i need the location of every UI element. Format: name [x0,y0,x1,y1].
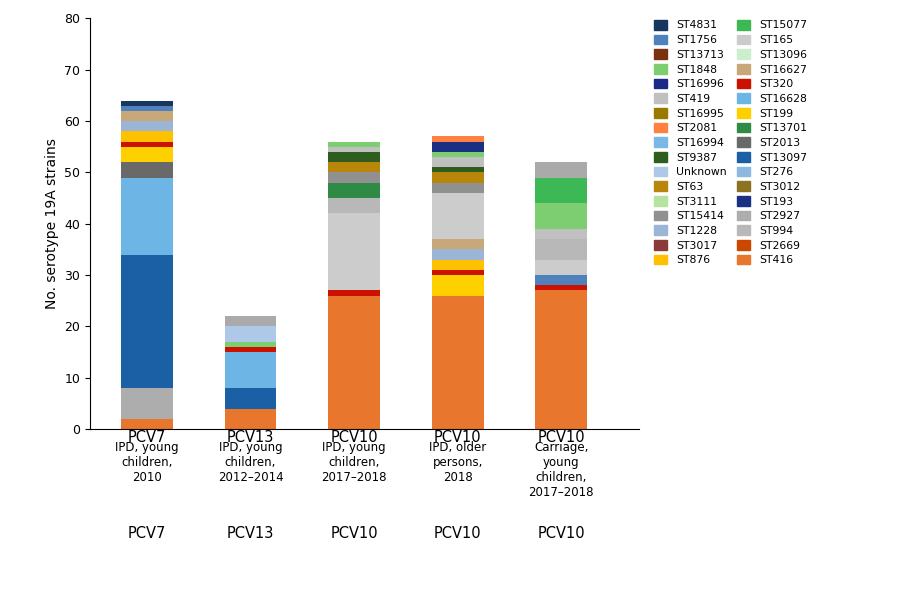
Bar [225,388,276,408]
Bar [122,419,173,429]
Text: PCV13: PCV13 [227,430,274,446]
Bar [432,157,483,167]
Bar [536,229,587,239]
Bar [432,137,483,142]
Bar [225,408,276,429]
Bar [328,213,380,291]
Bar [536,203,587,229]
Bar [122,131,173,142]
Bar [536,239,587,260]
Bar [432,142,483,152]
Bar [328,198,380,213]
Text: PCV10: PCV10 [330,430,378,446]
Bar [122,121,173,131]
Bar [328,142,380,147]
Text: PCV10: PCV10 [537,430,585,446]
Bar [432,193,483,239]
Bar [122,101,173,105]
Bar [225,316,276,326]
Text: PCV10: PCV10 [537,527,585,541]
Bar [432,239,483,249]
Bar [225,352,276,388]
Bar [328,162,380,172]
Bar [432,172,483,183]
Bar [328,295,380,429]
Bar [122,111,173,121]
Bar [536,291,587,429]
Bar [328,152,380,162]
Bar [328,172,380,183]
Bar [536,178,587,203]
Bar [122,147,173,162]
Bar [225,326,276,342]
Bar [536,275,587,285]
Text: PCV10: PCV10 [434,430,482,446]
Bar [225,342,276,347]
Bar [432,295,483,429]
Legend: ST4831, ST1756, ST13713, ST1848, ST16996, ST419, ST16995, ST2081, ST16994, ST938: ST4831, ST1756, ST13713, ST1848, ST16996… [650,15,812,270]
Bar [225,347,276,352]
Bar [536,260,587,275]
Bar [432,275,483,295]
Bar [536,285,587,291]
Bar [328,183,380,198]
Text: PCV10: PCV10 [434,527,482,541]
Bar [122,142,173,147]
Text: PCV7: PCV7 [128,527,166,541]
Bar [432,260,483,270]
Bar [536,162,587,178]
Bar [432,152,483,157]
Bar [328,291,380,295]
Bar [122,105,173,111]
Bar [122,178,173,254]
Bar [432,270,483,275]
Bar [328,147,380,152]
Bar [122,388,173,419]
Bar [432,249,483,260]
Bar [432,167,483,172]
Y-axis label: No. serotype 19A strains: No. serotype 19A strains [45,139,58,309]
Text: PCV10: PCV10 [330,527,378,541]
Bar [432,183,483,193]
Text: PCV13: PCV13 [227,527,274,541]
Bar [122,254,173,388]
Bar [122,162,173,178]
Text: PCV7: PCV7 [128,430,166,446]
